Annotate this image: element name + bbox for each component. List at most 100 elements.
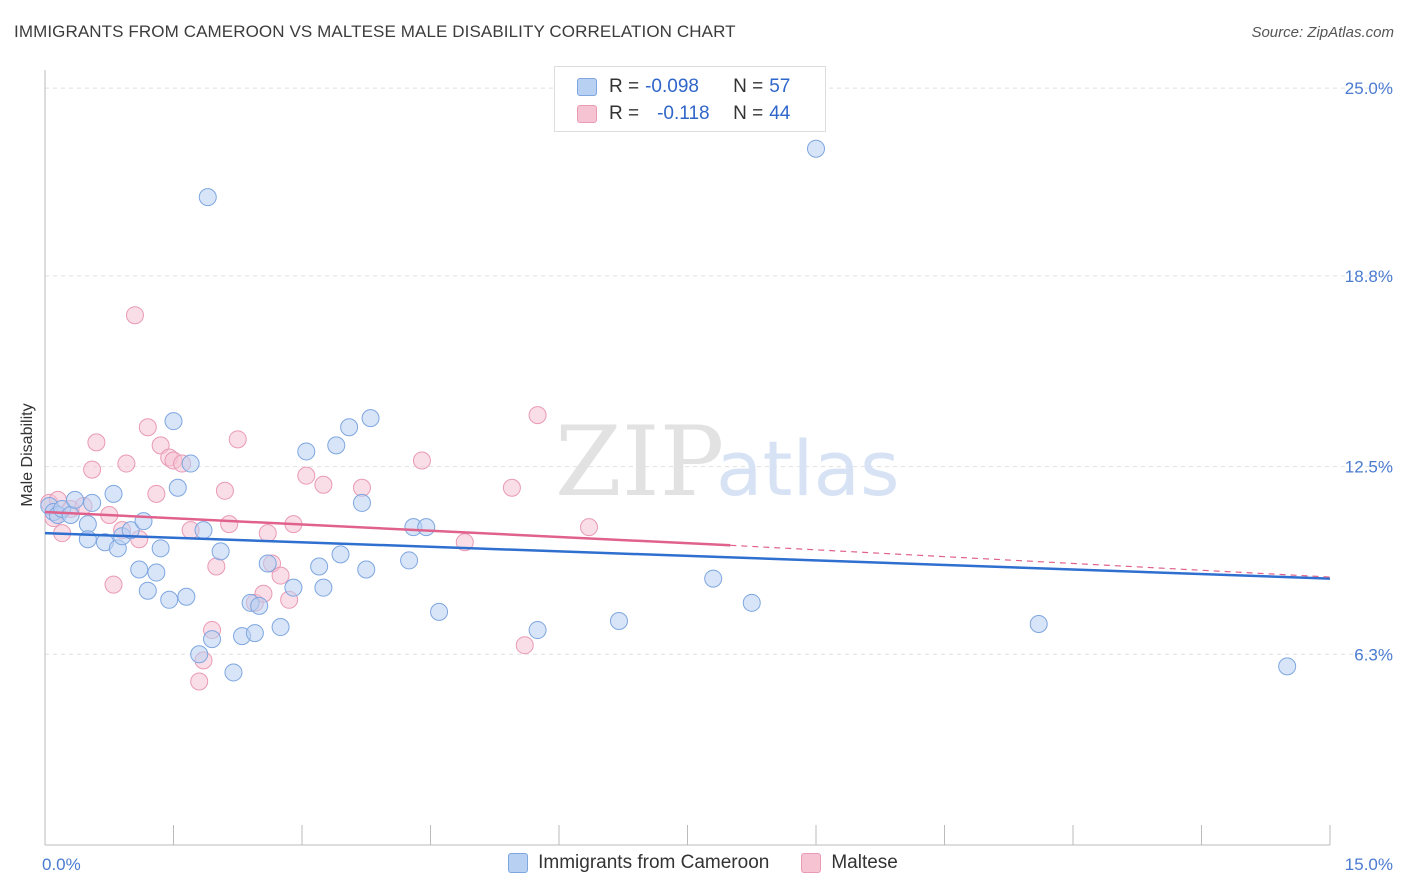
x-tick-label: 15.0% xyxy=(1345,855,1393,874)
cameroon-point xyxy=(147,563,166,582)
cameroon-point xyxy=(130,560,149,579)
x-tick-label: 0.0% xyxy=(42,855,81,874)
cameroon-point xyxy=(528,621,547,640)
cameroon-point xyxy=(104,484,123,503)
correlation-legend: R = -0.098 N = 57 R = -0.118 N = 44 xyxy=(554,66,826,132)
cameroon-points xyxy=(40,139,1297,682)
y-axis-label: Male Disability xyxy=(19,403,36,506)
legend-r-label: R = xyxy=(609,103,640,124)
cameroon-point xyxy=(194,521,213,540)
cameroon-point xyxy=(704,569,723,588)
maltese-point xyxy=(314,475,333,494)
maltese-point xyxy=(528,406,547,425)
legend-swatch-blue xyxy=(577,78,597,96)
maltese-point xyxy=(190,672,209,691)
maltese-points xyxy=(40,306,598,691)
cameroon-point xyxy=(258,554,277,573)
cameroon-point xyxy=(314,578,333,597)
cameroon-point xyxy=(1029,615,1048,634)
chart-title: IMMIGRANTS FROM CAMEROON VS MALTESE MALE… xyxy=(14,22,736,41)
cameroon-point xyxy=(134,512,153,531)
legend-n-value: 57 xyxy=(769,76,791,97)
tick-labels: 6.3% 12.5% 18.8% 25.0% 0.0% 15.0% xyxy=(42,79,1393,874)
cameroon-point xyxy=(357,560,376,579)
maltese-point xyxy=(147,484,166,503)
maltese-point xyxy=(352,478,371,497)
cameroon-point xyxy=(121,521,140,540)
cameroon-point xyxy=(250,596,269,615)
maltese-point xyxy=(207,557,226,576)
cameroon-point xyxy=(331,545,350,564)
source-label: Source: ZipAtlas.com xyxy=(1251,24,1394,41)
legend-row-maltese: R = -0.118 N = 44 xyxy=(577,102,790,126)
legend-r-value: -0.118 xyxy=(657,103,710,124)
maltese-point xyxy=(117,454,136,473)
cameroon-point xyxy=(160,590,179,609)
maltese-point xyxy=(579,518,598,537)
maltese-point xyxy=(138,418,157,437)
y-tick-label: 25.0% xyxy=(1345,79,1393,98)
maltese-point xyxy=(104,575,123,594)
maltese-point xyxy=(258,524,277,543)
legend-n-value: 44 xyxy=(769,103,791,124)
legend-swatch-blue xyxy=(508,853,529,873)
cameroon-point xyxy=(430,602,449,621)
maltese-point xyxy=(215,481,234,500)
legend-r-label: R = xyxy=(609,76,640,97)
maltese-point xyxy=(412,451,431,470)
legend-n-label: N = xyxy=(733,76,764,97)
watermark-zip: ZIP xyxy=(555,406,724,518)
legend-item-cameroon: Immigrants from Cameroon xyxy=(508,852,769,874)
cameroon-point xyxy=(271,618,290,637)
cameroon-point xyxy=(168,478,187,497)
cameroon-point xyxy=(742,593,761,612)
cameroon-point xyxy=(361,409,380,428)
legend-item-maltese: Maltese xyxy=(801,852,898,874)
legend-swatch-pink xyxy=(577,105,597,123)
maltese-point xyxy=(515,636,534,655)
cameroon-point xyxy=(297,442,316,461)
cameroon-point xyxy=(340,418,359,437)
legend-label-cameroon: Immigrants from Cameroon xyxy=(538,852,770,873)
maltese-point xyxy=(228,430,247,449)
cameroon-point xyxy=(1278,657,1297,676)
y-tick-label: 6.3% xyxy=(1354,645,1393,664)
maltese-point xyxy=(297,466,316,485)
cameroon-point xyxy=(164,412,183,431)
cameroon-trend-line xyxy=(44,531,1331,580)
cameroon-point xyxy=(198,188,217,207)
cameroon-point xyxy=(327,436,346,455)
cameroon-point xyxy=(177,587,196,606)
cameroon-point xyxy=(211,542,230,561)
cameroon-point xyxy=(83,493,102,512)
maltese-point xyxy=(271,566,290,585)
cameroon-point xyxy=(181,454,200,473)
cameroon-point xyxy=(609,611,628,630)
legend-r-value: -0.098 xyxy=(645,76,699,97)
cameroon-point xyxy=(203,630,222,649)
cameroon-point xyxy=(138,581,157,600)
legend-n-label: N = xyxy=(733,103,764,124)
trend-lines xyxy=(44,510,1331,580)
y-tick-label: 18.8% xyxy=(1345,267,1393,286)
y-tick-label: 12.5% xyxy=(1345,458,1393,477)
cameroon-point xyxy=(284,578,303,597)
cameroon-point xyxy=(78,515,97,534)
cameroon-point xyxy=(65,490,84,509)
cameroon-point xyxy=(417,518,436,537)
maltese-point xyxy=(87,433,106,452)
legend-row-cameroon: R = -0.098 N = 57 xyxy=(577,75,790,99)
legend-swatch-pink xyxy=(801,853,822,873)
cameroon-point xyxy=(310,557,329,576)
maltese-point xyxy=(83,460,102,479)
maltese-point xyxy=(220,515,239,534)
maltese-point xyxy=(125,306,144,325)
cameroon-point xyxy=(807,139,825,158)
cameroon-point xyxy=(61,506,80,525)
cameroon-point xyxy=(352,493,371,512)
series-legend: Immigrants from Cameroon Maltese xyxy=(0,852,1406,874)
maltese-trend-extension xyxy=(730,544,1331,578)
cameroon-point xyxy=(151,539,170,558)
cameroon-point xyxy=(224,663,243,682)
